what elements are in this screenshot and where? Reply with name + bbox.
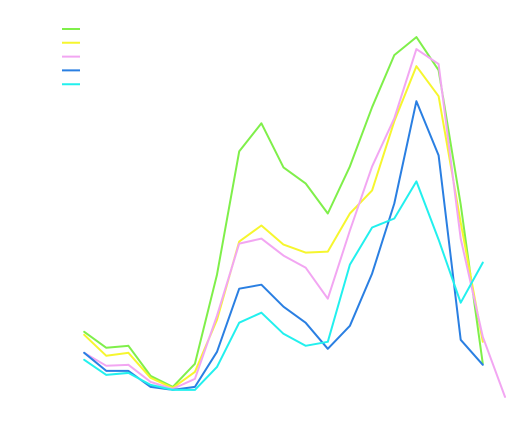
series-line-3 — [83, 48, 506, 398]
series-line-1 — [83, 36, 484, 388]
series-line-5 — [83, 180, 484, 391]
legend — [62, 28, 80, 86]
series-line-2 — [83, 65, 484, 389]
plot-lines — [83, 36, 506, 398]
series-line-4 — [83, 100, 484, 391]
